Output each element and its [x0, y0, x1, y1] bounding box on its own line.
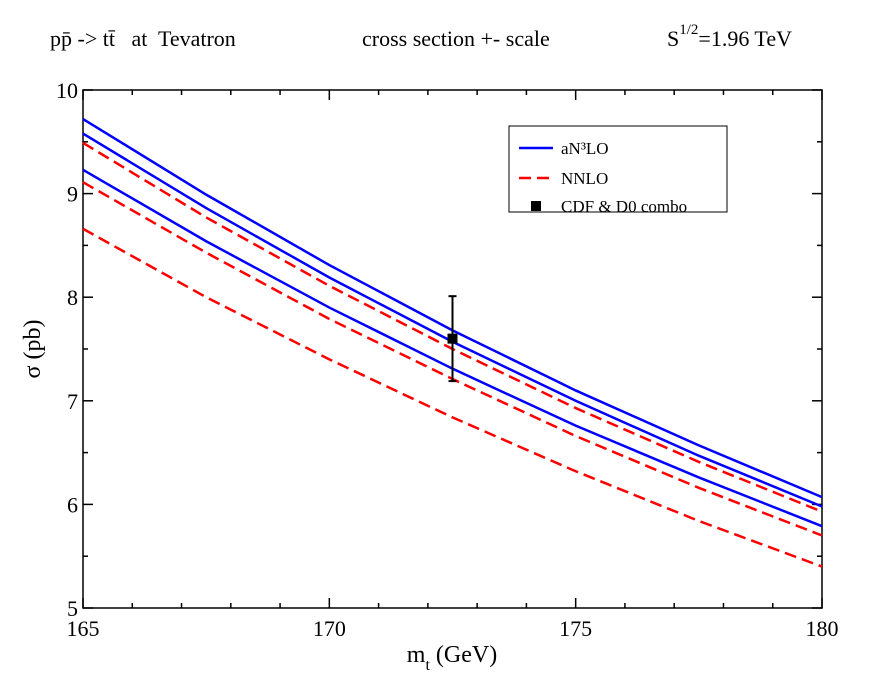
x-tick-label: 170: [313, 616, 346, 641]
data-point: [447, 333, 458, 344]
x-label-base: m: [407, 642, 426, 668]
x-label-sub: t: [425, 657, 430, 674]
chart-title: pp̄ -> tt̄ at Tevatron: [50, 26, 236, 51]
x-label-rest: (GeV): [430, 642, 497, 668]
y-axis-label: σ (pb): [20, 320, 46, 379]
y-tick-label: 5: [67, 596, 78, 621]
x-tick-label: 180: [806, 616, 839, 641]
energy-base: S: [667, 26, 679, 51]
energy-sup: 1/2: [679, 22, 698, 38]
legend-label: NNLO: [561, 169, 608, 188]
y-tick-label: 7: [67, 389, 78, 414]
series-line: [82, 227, 823, 568]
legend-box: [508, 125, 728, 213]
y-tick-label: 10: [56, 78, 78, 103]
x-tick-label: 175: [559, 616, 592, 641]
legend-label: CDF & D0 combo: [561, 197, 687, 216]
x-axis-label: mt (GeV): [407, 642, 497, 674]
x-tick-label: 165: [67, 616, 100, 641]
chart-title: cross section +- scale: [362, 26, 550, 51]
y-tick-label: 9: [67, 182, 78, 207]
energy-label: S1/2=1.96 TeV: [667, 22, 792, 51]
legend-label: aN³LO: [561, 139, 609, 158]
y-tick-label: 6: [67, 492, 78, 517]
legend-marker: [531, 201, 541, 211]
y-tick-label: 8: [67, 285, 78, 310]
energy-rest: =1.96 TeV: [698, 26, 792, 51]
